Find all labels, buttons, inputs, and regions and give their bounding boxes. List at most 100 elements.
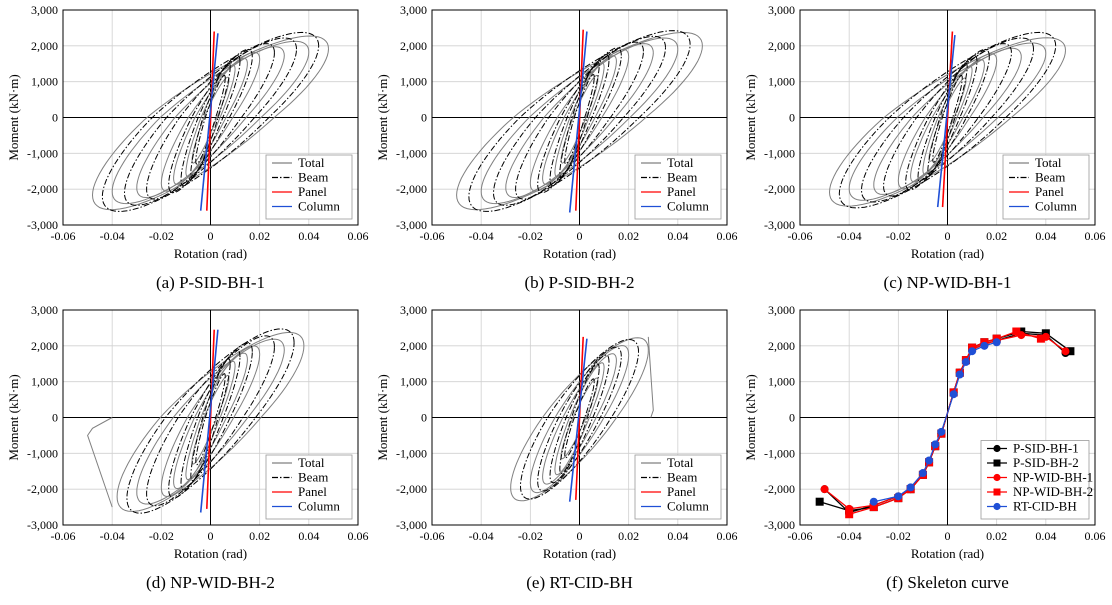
x-tick-label: -0.06	[420, 529, 445, 543]
y-tick-label: 0	[789, 111, 795, 125]
plot-frame	[799, 309, 1096, 526]
y-tick-label: 1,000	[31, 75, 58, 89]
loop-beam	[537, 346, 622, 492]
loop-beam	[195, 373, 226, 466]
loop-beam	[101, 31, 320, 212]
x-tick-label: -0.02	[518, 529, 543, 543]
loop-total	[136, 338, 285, 505]
loop-beam	[492, 35, 666, 206]
y-axis-label: Moment (kN·m)	[743, 374, 758, 460]
y-tick-label: -3,000	[396, 218, 427, 232]
y-tick-label: 0	[52, 111, 58, 125]
legend-entry: NP-WID-BH-1	[1013, 470, 1093, 485]
chart-panel-1: -0.06 -0.04 -0.02 0 0.02 0.04 0.06 -3,000 -2,000…	[6, 3, 369, 292]
panel-caption: (a) P-SID-BH-1	[156, 273, 265, 292]
legend-entry: Column	[1035, 199, 1077, 214]
loop-beam	[519, 338, 639, 500]
x-tick-label: 0.02	[249, 229, 270, 243]
plot-frame	[62, 9, 359, 226]
loop-total	[480, 37, 679, 205]
legend-entry: Total	[667, 155, 694, 170]
x-tick-label: -0.06	[788, 529, 813, 543]
series-panel	[575, 29, 584, 211]
chart-panel-2: -0.06 -0.04 -0.02 0 0.02 0.04 0.06 -3,000 -2,000…	[375, 3, 738, 292]
y-tick-label: -2,000	[764, 182, 795, 196]
y-tick-label: -3,000	[396, 518, 427, 532]
x-tick-label: 0	[208, 229, 214, 243]
x-tick-label: -0.04	[837, 529, 862, 543]
series-column	[199, 329, 219, 513]
legend-entry: Total	[298, 455, 325, 470]
plot-frame	[62, 309, 359, 526]
legend-entry: Column	[298, 199, 340, 214]
panel-caption: (e) RT-CID-BH	[526, 573, 632, 592]
legend-entry: RT-CID-BH	[1013, 499, 1077, 514]
x-axis-label: Rotation (rad)	[911, 546, 984, 561]
plot-frame	[431, 309, 728, 526]
plot-content	[91, 31, 329, 212]
x-tick-label: -0.02	[149, 529, 174, 543]
y-tick-label: 2,000	[400, 339, 427, 353]
y-tick-label: -1,000	[396, 146, 427, 160]
loop-total	[456, 31, 703, 211]
series-panel	[206, 329, 215, 509]
x-tick-label: 0.02	[986, 229, 1007, 243]
legend-marker	[993, 502, 1001, 511]
y-axis-label: Moment (kN·m)	[743, 74, 758, 160]
x-tick-label: -0.06	[788, 229, 813, 243]
loop-total	[510, 337, 649, 502]
y-tick-label: 3,000	[31, 303, 58, 317]
loop-beam	[515, 41, 644, 200]
legend-marker	[993, 459, 1001, 467]
marker-rt-cid-bh	[918, 469, 927, 478]
x-tick-label: 0.06	[717, 529, 738, 543]
marker-rt-cid-bh	[949, 390, 958, 399]
x-tick-label: 0	[945, 229, 951, 243]
x-tick-label: 0.02	[249, 529, 270, 543]
loop-beam	[468, 30, 691, 212]
legend-marker	[993, 473, 1001, 482]
loop-beam	[564, 74, 595, 165]
x-tick-label: -0.02	[149, 229, 174, 243]
marker-rt-cid-bh	[869, 497, 878, 506]
chart-panel-5: -0.06 -0.04 -0.02 0 0.02 0.04 0.06 -3,000 -2,000…	[375, 303, 738, 592]
legend-box	[265, 154, 353, 220]
y-tick-label: 1,000	[400, 75, 427, 89]
loop-beam	[564, 378, 595, 459]
y-tick-label: -2,000	[396, 182, 427, 196]
series-panel	[206, 31, 215, 211]
x-axis-label: Rotation (rad)	[174, 546, 247, 561]
x-axis-label: Rotation (rad)	[543, 546, 616, 561]
loop-beam	[190, 62, 231, 179]
loop-beam	[883, 43, 1012, 197]
plot-content	[815, 327, 1075, 519]
y-tick-label: 2,000	[31, 39, 58, 53]
marker-np-wid-bh-2	[1012, 327, 1021, 336]
x-tick-label: 0	[577, 529, 583, 543]
marker-rt-cid-bh	[961, 357, 970, 366]
y-tick-label: 3,000	[768, 303, 795, 317]
x-tick-label: 0.06	[348, 229, 369, 243]
series-column	[936, 35, 956, 208]
marker-rt-cid-bh	[955, 370, 964, 379]
x-tick-label: 0.06	[1085, 529, 1106, 543]
x-tick-label: -0.06	[51, 529, 76, 543]
loop-total	[111, 40, 310, 205]
panel-caption: (f) Skeleton curve	[886, 573, 1009, 592]
x-tick-label: 0.02	[618, 529, 639, 543]
loop-total	[160, 345, 261, 498]
marker-rt-cid-bh	[968, 347, 977, 356]
x-tick-label: -0.06	[420, 229, 445, 243]
legend-box	[634, 154, 722, 220]
y-tick-label: 2,000	[400, 39, 427, 53]
legend-entry: Beam	[667, 470, 697, 485]
y-tick-label: -1,000	[764, 146, 795, 160]
x-tick-label: 0.04	[1035, 529, 1056, 543]
y-tick-label: 3,000	[400, 3, 427, 17]
y-tick-label: 0	[421, 111, 427, 125]
loop-total	[116, 331, 305, 512]
